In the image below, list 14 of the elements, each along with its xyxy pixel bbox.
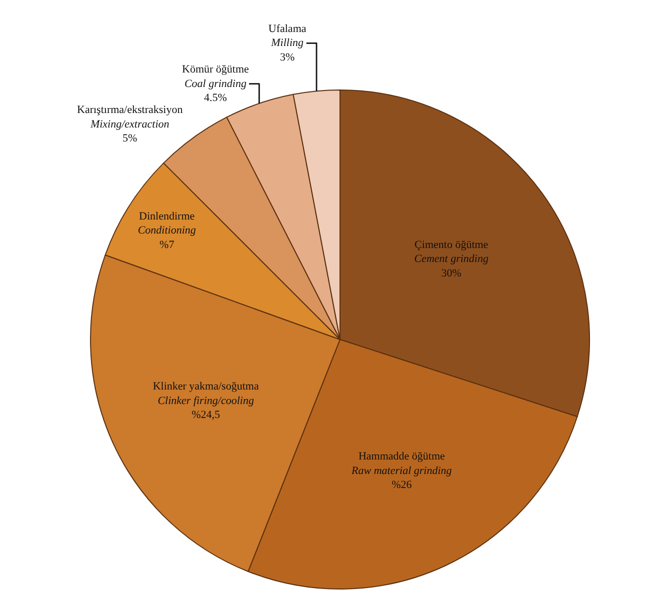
slice-label: Karıştırma/ekstraksiyon Mixing/extraction (77, 104, 184, 130)
slice-label: Kömür öğütme Coal grinding (182, 63, 250, 90)
data-label: 3% (280, 51, 295, 64)
slice-label: Klinker yakma/soğutma Clinker firing/cooling (152, 380, 259, 407)
slice-label: Çimento öğütme Cement grinding (414, 238, 489, 266)
data-label: 30% (441, 268, 462, 280)
data-label: 4.5% (204, 92, 227, 104)
data-label: 5% (122, 132, 138, 145)
data-label: %26 (392, 479, 412, 492)
data-label: %7 (160, 238, 175, 251)
slice-label: Ufalama Milling (268, 22, 306, 50)
slice-label: Dinlendirme Conditioning (138, 210, 196, 237)
data-label: %24,5 (192, 409, 221, 422)
slice-label: Hammadde öğütme Raw material grinding (350, 450, 452, 477)
